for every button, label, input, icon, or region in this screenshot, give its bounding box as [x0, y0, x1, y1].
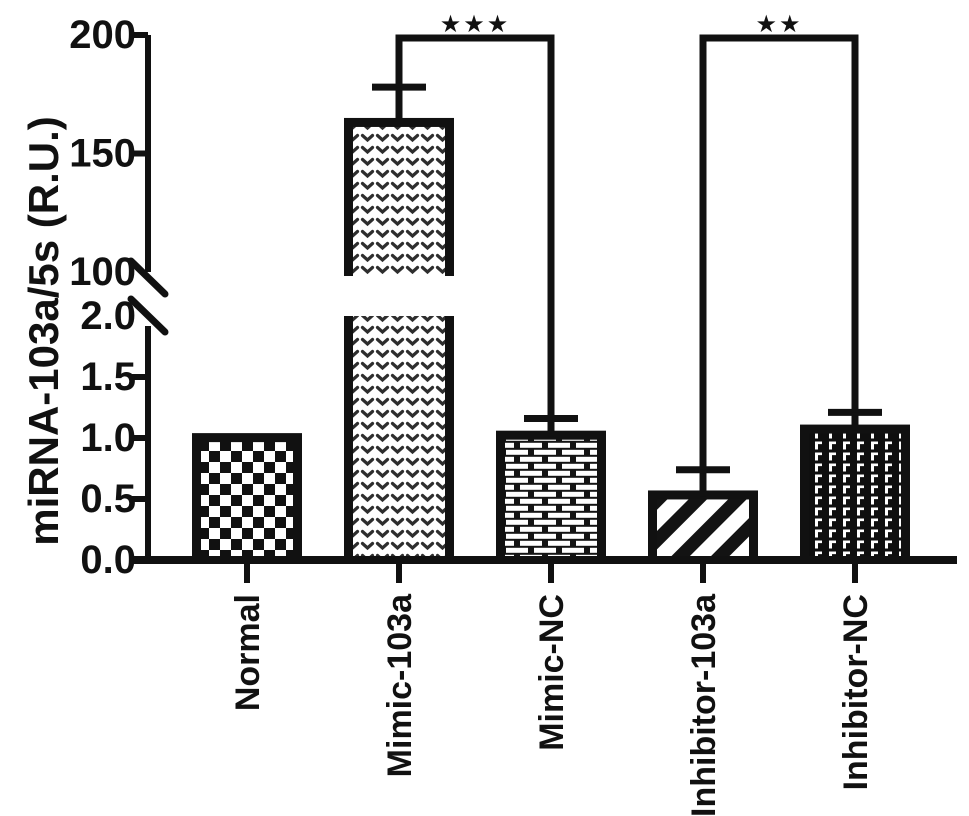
sig-bracket-mimic-103a-vs-mimic-nc: ★★★	[395, 10, 555, 419]
bar-upper-fill	[353, 126, 445, 276]
axis-break-slash-upper	[127, 257, 169, 298]
x-tick-label: Mimic-103a	[381, 593, 419, 777]
bar-fill	[657, 499, 749, 556]
y-tick-label: 1.5	[80, 355, 136, 399]
bar-normal	[192, 433, 302, 560]
bar-fill	[201, 442, 293, 556]
x-axis: Normal Mimic-103a Mimic-NC Inhibitor-103a In…	[132, 556, 957, 816]
sig-bracket-line	[395, 34, 555, 419]
y-tick-label: 2.0	[80, 294, 136, 338]
y-tick-label: 100	[69, 250, 136, 294]
sig-label: ★★	[755, 10, 802, 38]
bar-mimic-nc	[496, 430, 606, 560]
bar-inhibitor-103a	[648, 490, 758, 560]
y-tick-label: 0.0	[80, 538, 136, 582]
x-tick-label: Normal	[229, 594, 267, 711]
axis-break-slash-lower	[127, 295, 169, 336]
sig-bracket-line	[699, 34, 859, 470]
x-tick-label: Inhibitor-103a	[685, 593, 723, 816]
bar-inhibitor-nc	[800, 424, 910, 560]
sig-label: ★★★	[440, 10, 511, 38]
bar-mimic-103a	[344, 117, 454, 560]
x-tick-label: Mimic-NC	[533, 594, 571, 751]
y-tick-label: 150	[69, 132, 136, 176]
y-tick-label: 0.5	[80, 477, 136, 521]
sig-bracket-inhibitor-103a-vs-inhibitor-nc: ★★	[699, 10, 859, 470]
bar-fill	[809, 433, 901, 556]
bar-lower-fill	[353, 316, 445, 556]
bar-fill	[505, 439, 597, 556]
y-tick-label: 1.0	[80, 416, 136, 460]
x-tick-label: Inhibitor-NC	[837, 594, 875, 790]
y-tick-label: 200	[69, 13, 136, 57]
